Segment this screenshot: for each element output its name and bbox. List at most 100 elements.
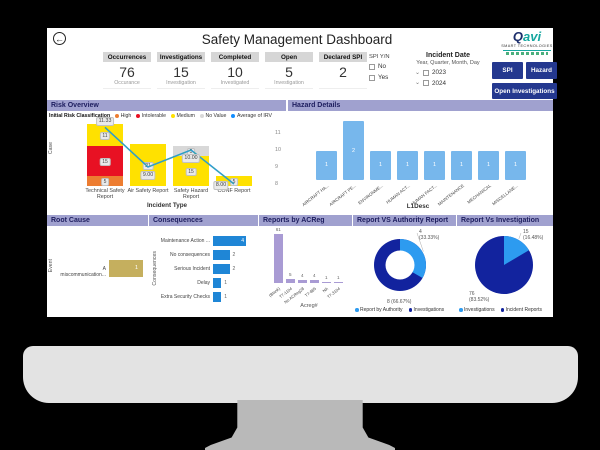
root-cause-header: Root Cause	[47, 215, 148, 226]
legend-item: Intolerable	[136, 113, 166, 119]
open-investigations-button[interactable]: Open Investigations	[492, 83, 557, 99]
kpi-row: Occurrences 76 Occurance Investigations 15 In…	[103, 52, 367, 89]
risk-y2-tick: 10	[275, 147, 281, 153]
risk-y2-tick: 11	[275, 130, 281, 136]
legend-dot	[408, 308, 413, 312]
legend-label: Medium	[176, 113, 195, 119]
kpi-card-occurrences[interactable]: Occurrences 76 Occurance	[103, 52, 151, 89]
consequence-bar[interactable]	[213, 264, 230, 274]
legend-item: High	[115, 113, 131, 119]
root-cause-bar[interactable]	[109, 260, 143, 277]
risk-x-tick-label: Air Safety Report	[127, 188, 169, 194]
checkbox-icon[interactable]	[423, 69, 430, 76]
segment-value-pill: 21	[142, 161, 154, 170]
risk-y-axis-label: Case	[48, 142, 54, 155]
acreg-bar-value: 1	[336, 275, 340, 280]
year-option-label: 2023	[432, 69, 447, 76]
consequences-row: Extra Security Checks 1	[157, 292, 256, 302]
legend-dot	[231, 114, 236, 118]
consequences-row: Delay 1	[157, 278, 256, 288]
year-option-2024[interactable]: ⌄ 2024	[415, 80, 491, 87]
segment-value-pill: 15	[99, 157, 111, 166]
hazard-button[interactable]: Hazard	[526, 62, 557, 79]
acreg-bar[interactable]	[298, 279, 307, 283]
acreg-bar[interactable]	[322, 282, 331, 283]
hazard-bar[interactable]	[343, 121, 364, 180]
legend-item: Medium	[171, 113, 195, 119]
kpi-value: 10	[227, 64, 243, 80]
kpi-card-open[interactable]: Open 5 Investigation	[265, 52, 313, 89]
dashboard-screen: ← Safety Management Dashboard Qavi SMART…	[47, 28, 557, 317]
report-vs-investigation-panel: Report Vs Investigation 15 (16.48%) 76 (83.…	[457, 215, 553, 315]
hazard-bar[interactable]	[505, 150, 526, 180]
checkbox-icon[interactable]	[423, 80, 430, 86]
kpi-sublabel: Investigated	[220, 80, 250, 86]
slice-label: 8 (66.67%)	[387, 299, 412, 305]
kpi-label: Investigations	[157, 52, 205, 62]
report-vs-authority-panel: Report VS Authority Report 4 (33.33%) 8 (6…	[353, 215, 456, 315]
consequence-label: Serious Incident	[174, 266, 210, 272]
hazard-bar[interactable]	[397, 150, 418, 180]
report-vs-investigation-header: Report Vs Investigation	[457, 215, 553, 226]
legend-item: Investigations	[459, 307, 495, 313]
hazard-bar[interactable]	[451, 150, 472, 180]
consequences-row: No consequences 2	[157, 250, 256, 260]
checkbox-icon[interactable]	[369, 63, 375, 70]
chevron-down-icon[interactable]: ⌄	[415, 80, 421, 86]
chart-svg	[374, 232, 426, 291]
consequence-bar[interactable]	[213, 292, 222, 302]
consequence-bar[interactable]: 4	[213, 236, 246, 246]
hazard-bar[interactable]	[316, 150, 337, 180]
acreg-bar[interactable]	[274, 234, 283, 283]
kpi-card-investigations[interactable]: Investigations 15 Investigation	[157, 52, 205, 89]
consequence-bar-value: 1	[224, 280, 228, 286]
spi-button[interactable]: SPI	[492, 62, 523, 79]
line-value-label: 9.00	[140, 171, 156, 180]
incident-date-years: ⌄ 2023 ⌄ 2024	[405, 69, 491, 87]
checkbox-icon[interactable]	[369, 74, 375, 81]
hazard-bar[interactable]	[478, 150, 499, 180]
consequence-bar[interactable]	[213, 250, 230, 260]
kpi-label: Open	[265, 52, 313, 62]
spi-options: No Yes	[369, 63, 403, 81]
logo-microtext	[506, 52, 548, 55]
hazard-bar[interactable]	[424, 150, 445, 180]
segment-value-pill: 5	[101, 177, 109, 186]
chevron-down-icon[interactable]: ⌄	[415, 69, 421, 76]
hazard-bar-value: 1	[432, 162, 437, 169]
kpi-label: Completed	[211, 52, 259, 62]
back-button[interactable]: ←	[53, 32, 66, 45]
legend-label: Investigations	[413, 307, 445, 313]
hazard-bar[interactable]	[370, 150, 391, 180]
legend-label: No Value	[205, 113, 227, 119]
kpi-label: Occurrences	[103, 52, 151, 62]
kpi-card-declared-spi[interactable]: Declared SPI 2	[319, 52, 367, 89]
kpi-sublabel: Occurance	[114, 80, 140, 86]
page-title: Safety Management Dashboard	[201, 32, 393, 47]
spi-option-no[interactable]: No	[369, 63, 403, 70]
slice-label: 4 (33.33%)	[419, 229, 440, 242]
hazard-bar-value: 1	[405, 162, 410, 169]
consequences-row: Serious Incident 2	[157, 264, 256, 274]
acreg-bar-value: 61	[275, 227, 281, 233]
legend-item: Investigations	[408, 307, 445, 313]
risk-y2-tick: 9	[275, 164, 278, 170]
kpi-sublabel: Investigation	[274, 80, 304, 86]
acreg-bar[interactable]	[286, 279, 295, 283]
spi-option-yes[interactable]: Yes	[369, 74, 403, 81]
logo-brand: Qavi	[512, 29, 542, 44]
risk-overview-panel: Risk Overview Initial Risk Classificatio…	[47, 100, 286, 213]
acreg-bar[interactable]	[334, 282, 343, 283]
root-cause-bar-value: 1	[135, 265, 139, 271]
consequences-rows: Maintenance Action ... 4 No consequences 2 S…	[157, 236, 256, 306]
acreg-bar-value: 4	[312, 272, 316, 278]
root-cause-category-label: A miscommunication...	[60, 266, 106, 278]
hazard-bar-value: 1	[378, 162, 383, 169]
year-option-2023[interactable]: ⌄ 2023	[415, 69, 491, 76]
consequence-bar-value: 2	[232, 266, 236, 272]
logo-rule	[503, 49, 551, 52]
acreg-bar[interactable]	[310, 279, 319, 283]
consequence-bar[interactable]	[213, 278, 222, 288]
kpi-card-completed[interactable]: Completed 10 Investigated	[211, 52, 259, 89]
hazard-bar-value: 1	[459, 162, 464, 169]
